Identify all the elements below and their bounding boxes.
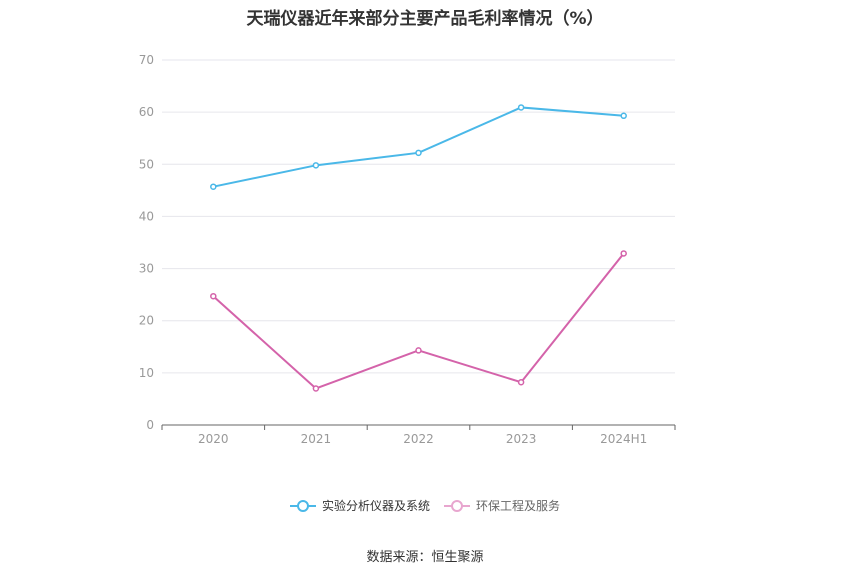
y-tick-label: 60 [139,105,154,119]
legend-line-circle-icon [289,499,316,513]
y-tick-label: 0 [146,418,154,432]
legend-label: 实验分析仪器及系统 [321,499,430,513]
y-axis-ticks: 0 10 20 30 40 50 60 70 [139,53,154,432]
chart-title: 天瑞仪器近年来部分主要产品毛利率情况（%） [246,9,604,29]
legend-label: 环保工程及服务 [476,499,561,513]
line-chart: 0 10 20 30 40 50 60 70 2020 2021 2022 2023 2024H1 [139,53,676,446]
data-point[interactable] [517,104,525,111]
x-axis: 2020 2021 2022 2023 2024H1 [161,424,676,446]
data-point[interactable] [415,347,422,354]
x-tick-label: 2023 [506,432,537,446]
data-source: 数据来源：恒生聚源 [366,550,484,565]
y-tick-label: 70 [139,53,154,67]
y-tick-label: 50 [139,157,154,171]
data-point[interactable] [517,378,525,386]
x-tick-label: 2020 [198,432,229,446]
y-tick-label: 30 [139,262,154,276]
data-point[interactable] [210,183,217,190]
data-point[interactable] [620,250,627,257]
y-tick-label: 40 [139,209,154,223]
data-point[interactable] [620,112,627,120]
legend-item-series-1[interactable]: 实验分析仪器及系统 [289,497,430,514]
legend: 实验分析仪器及系统 环保工程及服务 [0,497,850,514]
x-tick-label: 2024H1 [600,432,647,446]
data-point[interactable] [415,149,422,157]
data-point[interactable] [312,385,320,392]
data-point[interactable] [312,162,320,169]
y-tick-label: 20 [139,314,154,328]
legend-item-series-2[interactable]: 环保工程及服务 [444,497,560,514]
data-point[interactable] [210,292,217,300]
x-tick-label: 2022 [403,432,434,446]
y-tick-label: 10 [139,366,154,380]
x-tick-label: 2021 [301,432,332,446]
legend-line-circle-icon [444,499,470,513]
grid-lines [162,59,675,374]
series-group [210,104,627,392]
series-line-1 [213,106,624,188]
